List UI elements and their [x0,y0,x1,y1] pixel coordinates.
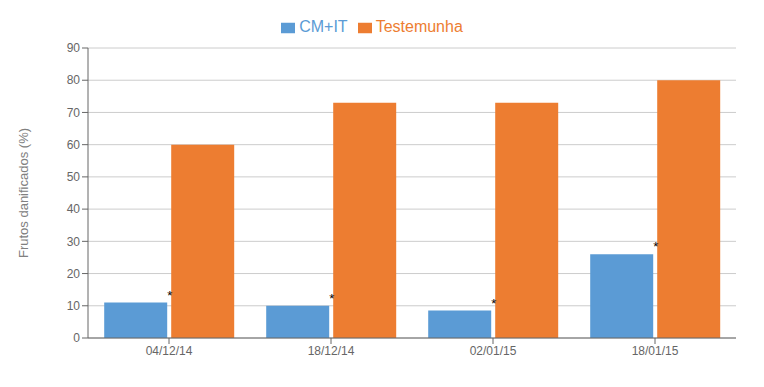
svg-text:*: * [167,288,172,303]
svg-text:*: * [653,239,658,254]
svg-text:70: 70 [67,106,81,120]
html-text:Testemunha: Testemunha [375,18,463,35]
svg-text:50: 50 [67,170,81,184]
svg-text:18/01/15: 18/01/15 [632,344,679,358]
svg-text:80: 80 [67,73,81,87]
svg-text:30: 30 [67,235,81,249]
svg-text:0: 0 [73,331,80,345]
svg-text:20: 20 [67,267,81,281]
svg-text:02/01/15: 02/01/15 [470,344,517,358]
svg-text:60: 60 [67,138,81,152]
html-text:CM+IT: CM+IT [299,18,348,35]
svg-text:40: 40 [67,202,81,216]
svg-text:18/12/14: 18/12/14 [308,344,355,358]
svg-text:10: 10 [67,299,81,313]
svg-text:90: 90 [67,41,81,55]
svg-text:04/12/14: 04/12/14 [146,344,193,358]
svg-text:Frutos danificados (%): Frutos danificados (%) [16,128,31,258]
svg-text:*: * [491,296,496,311]
svg-text:*: * [329,291,334,306]
